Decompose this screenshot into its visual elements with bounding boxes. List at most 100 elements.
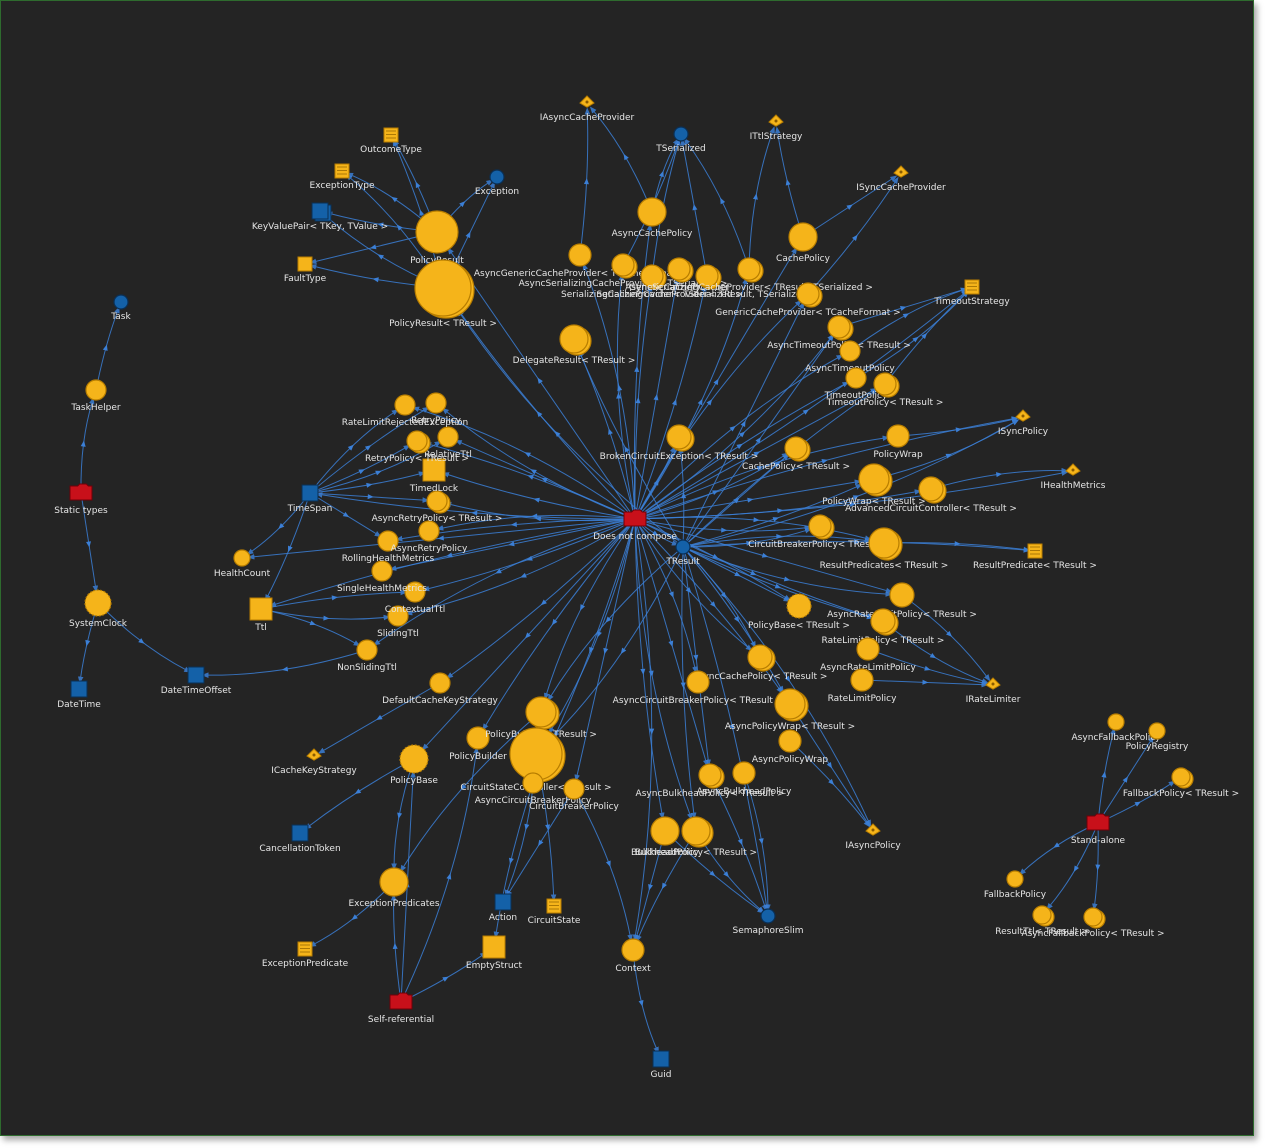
node-ttl[interactable]: Ttl [249, 597, 273, 633]
node-contextualttl[interactable]: ContextualTtl [385, 581, 446, 615]
node-keyvaluepair[interactable]: KeyValuePair< TKey, TValue > [252, 202, 388, 232]
node-cachepolicy[interactable]: CachePolicy [776, 222, 831, 264]
node-asyncratelimitpolicy[interactable]: AsyncRateLimitPolicy [820, 637, 916, 673]
node-asyncratelimitpolicy-t[interactable]: AsyncRateLimitPolicy< TResult > [827, 582, 977, 620]
node-genericcacheprovider[interactable]: GenericCacheProvider< TCacheFormat > [715, 282, 901, 318]
node-asynccachepolicy-t[interactable]: AsyncCachePolicy< TResult > [693, 644, 828, 682]
edge-arrow [659, 170, 664, 178]
node-ratelimitpolicy-t[interactable]: RateLimitPolicy< TResult > [822, 608, 945, 646]
node-emptystruct[interactable]: EmptyStruct [466, 935, 523, 971]
node-exceptiontype[interactable]: ExceptionType [310, 163, 375, 191]
node-defaultcachekeystrategy[interactable]: DefaultCacheKeyStrategy [382, 672, 499, 706]
node-fallbackpolicy[interactable]: FallbackPolicy [984, 870, 1047, 900]
node-asyncfallbackpolicy[interactable]: AsyncFallbackPolicy [1072, 713, 1162, 743]
node-isyncpolicy[interactable]: ISyncPolicy [998, 409, 1049, 437]
node-relativettl[interactable]: RelativeTtl [424, 426, 472, 460]
node-advancedcircuitcontroller[interactable]: AdvancedCircuitController< TResult > [845, 476, 1017, 514]
node-self-referential[interactable]: Self-referential [368, 992, 434, 1025]
node-tserialized[interactable]: TSerialized [655, 126, 706, 154]
node-serializing1[interactable]: SerializingCacheProvider< TSerialized > [561, 264, 743, 300]
node-policybuilder[interactable]: PolicyBuilder [449, 726, 507, 762]
node-guid[interactable]: Guid [651, 1050, 672, 1080]
node-asynctimeoutpolicy[interactable]: AsyncTimeoutPolicy [805, 340, 895, 374]
node-fallbackpolicy-t[interactable]: FallbackPolicy< TResult > [1123, 767, 1239, 799]
node-asyncpolicywrap[interactable]: AsyncPolicyWrap [752, 729, 828, 765]
node-policyresult-t[interactable]: PolicyResult< TResult > [389, 259, 497, 329]
node-policywrap[interactable]: PolicyWrap [873, 424, 923, 460]
node-policybase[interactable]: PolicyBase [390, 744, 438, 786]
node-ratelimitpolicy[interactable]: RateLimitPolicy [828, 668, 898, 704]
node-circuitbreakerpolicy-t[interactable]: CircuitBreakerPolicy< TResult > [748, 514, 892, 550]
node-slidingttl[interactable]: SlidingTtl [377, 605, 419, 639]
edge-arrow [671, 399, 677, 406]
node-rollinghealthmetrics[interactable]: RollingHealthMetrics [342, 530, 435, 564]
node-bulkheadpolicy[interactable]: BulkheadPolicy [631, 816, 700, 858]
node-asyncretrypolicy[interactable]: AsyncRetryPolicy [391, 520, 468, 554]
node-timespan[interactable]: TimeSpan [287, 484, 333, 514]
node-circuitstate[interactable]: CircuitState [528, 898, 581, 926]
node-asynccircuitbreakerpolicy[interactable]: AsyncCircuitBreakerPolicy [475, 772, 592, 806]
node-asyncpolicywrap-t[interactable]: AsyncPolicyWrap< TResult > [725, 688, 855, 732]
node-iasynccacheprovider[interactable]: IAsyncCacheProvider [540, 95, 635, 123]
node-icachekeystrategy[interactable]: ICacheKeyStrategy [271, 748, 357, 776]
node-genericcacheprovider2[interactable]: GenericCacheProvider [629, 257, 729, 293]
node-asyncgenericcacheprovider[interactable]: AsyncGenericCacheProvider< TCacheFormat … [474, 243, 686, 279]
node-exceptionpredicate[interactable]: ExceptionPredicate [262, 941, 349, 969]
node-asyncbulkheadpolicy[interactable]: AsyncBulkheadPolicy [697, 761, 792, 797]
node-task[interactable]: Task [110, 294, 131, 322]
node-retrypolicy[interactable]: RetryPolicy [411, 392, 462, 426]
node-bulkheadpolicy-t[interactable]: BulkheadPolicy< TResult > [635, 816, 757, 858]
node-resultttl[interactable]: ResultTtl< TResult > [995, 905, 1089, 937]
node-cachepolicy-t[interactable]: CachePolicy< TResult > [742, 436, 850, 472]
node-action[interactable]: Action [489, 893, 517, 923]
node-outcometype[interactable]: OutcomeType [360, 127, 422, 155]
node-asynctimeoutpolicy-t[interactable]: AsyncTimeoutPolicy< TResult > [767, 315, 911, 351]
node-semaphoreslim[interactable]: SemaphoreSlim [733, 908, 804, 936]
node-taskhelper[interactable]: TaskHelper [70, 379, 121, 413]
node-asyncserializing1[interactable]: AsyncSerializingCacheProvider< TSerializ… [519, 253, 728, 289]
node-exception[interactable]: Exception [475, 169, 519, 197]
edge-arrow [852, 495, 860, 501]
node-asyncfallbackpolicy-t[interactable]: AsyncFallbackPolicy< TResult > [1021, 907, 1165, 939]
node-resultpredicate[interactable]: ResultPredicate< TResult > [973, 543, 1097, 571]
node-tresult[interactable]: TResult [665, 539, 700, 567]
node-asynccachepolicy[interactable]: AsyncCachePolicy [612, 197, 693, 239]
node-timeoutpolicy[interactable]: TimeoutPolicy [824, 367, 888, 401]
node-timedlock[interactable]: TimedLock [409, 458, 459, 494]
node-iasyncpolicy[interactable]: IAsyncPolicy [845, 823, 901, 851]
node-asyncbulkheadpolicy-t[interactable]: AsyncBulkheadPolicy< TResult > [636, 763, 785, 799]
node-stand-alone[interactable]: Stand-alone [1071, 813, 1126, 846]
node-faulttype[interactable]: FaultType [284, 256, 327, 284]
node-isynccacheprovider[interactable]: ISyncCacheProvider [856, 165, 946, 193]
node-singlehealthmetrics[interactable]: SingleHealthMetrics [337, 560, 427, 594]
node-resultpredicates[interactable]: ResultPredicates< TResult > [820, 527, 949, 571]
node-policyresult[interactable]: PolicyResult [410, 210, 464, 266]
node-policyregistry[interactable]: PolicyRegistry [1126, 722, 1189, 752]
node-does-not-compose[interactable]: Does not compose [593, 509, 677, 542]
node-ratelimitrejectedexception[interactable]: RateLimitRejectedException [342, 394, 468, 428]
node-ittlstrategy[interactable]: ITtlStrategy [750, 114, 803, 142]
node-serializing2[interactable]: SerializingCacheProvider< TResult, TSeri… [597, 264, 818, 300]
node-nonslidingttl[interactable]: NonSlidingTtl [337, 639, 397, 673]
node-retrypolicy-t[interactable]: RetryPolicy< TResult > [365, 430, 469, 464]
node-exceptionpredicates[interactable]: ExceptionPredicates [348, 867, 440, 909]
node-asynccircuitbreakerpolicy-t[interactable]: AsyncCircuitBreakerPolicy< TResult > [613, 670, 784, 706]
node-policybase-t[interactable]: PolicyBase< TResult > [748, 593, 850, 631]
node-circuitbreakerpolicy[interactable]: CircuitBreakerPolicy [529, 778, 620, 812]
node-static-types[interactable]: Static types [54, 483, 108, 516]
node-policywrap-t[interactable]: PolicyWrap< TResult > [822, 463, 926, 507]
node-systemclock[interactable]: SystemClock [69, 589, 128, 629]
node-asyncretrypolicy-t[interactable]: AsyncRetryPolicy< TResult > [372, 490, 503, 524]
node-context[interactable]: Context [615, 938, 651, 974]
node-timeoutpolicy-t[interactable]: TimeoutPolicy< TResult > [826, 372, 944, 408]
node-datetimeoffset[interactable]: DateTimeOffset [161, 666, 232, 696]
node-iratelimiter[interactable]: IRateLimiter [966, 677, 1021, 705]
node-delegateresult[interactable]: DelegateResult< TResult > [513, 324, 636, 366]
node-datetime[interactable]: DateTime [57, 680, 101, 710]
node-brokencircuitexception[interactable]: BrokenCircuitException< TResult > [600, 424, 759, 462]
node-ihealthmetrics[interactable]: IHealthMetrics [1041, 463, 1106, 491]
node-timeoutstrategy[interactable]: TimeoutStrategy [933, 279, 1010, 307]
node-healthcount[interactable]: HealthCount [214, 549, 271, 579]
node-cancellationtoken[interactable]: CancellationToken [259, 824, 341, 854]
node-asyncserializing2[interactable]: AsyncSerializingCacheProvider< TResult, … [625, 257, 873, 293]
